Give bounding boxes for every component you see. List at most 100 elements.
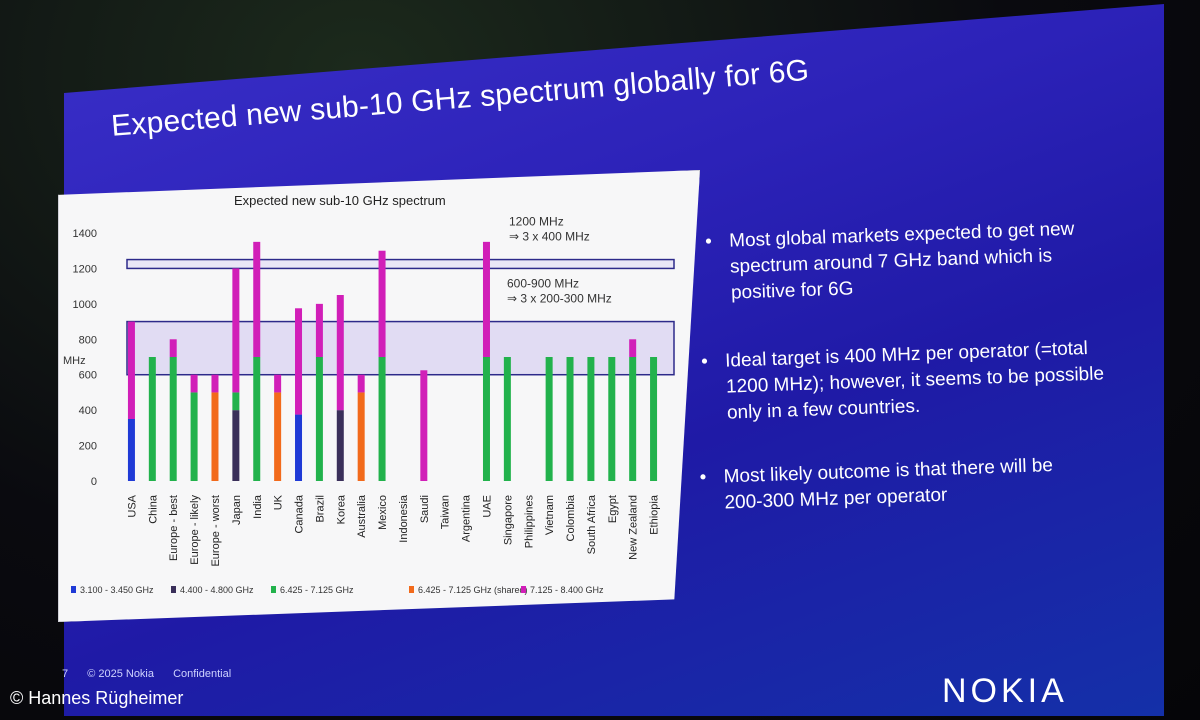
x-tick-label: New Zealand <box>628 495 640 560</box>
bar-segment <box>253 241 261 357</box>
footer-copyright: © 2025 Nokia <box>87 668 154 680</box>
legend-swatch <box>171 586 176 593</box>
x-tick-label: Europe - likely <box>189 495 201 565</box>
bullet-text: Ideal target is 400 MHz per operator (=t… <box>724 337 1105 424</box>
annotation-text: 600-900 MHz <box>507 277 579 291</box>
bar-segment <box>587 357 595 481</box>
slide-footer: 7 © 2025 Nokia Confidential <box>62 668 247 680</box>
bullet-marker: • <box>700 351 709 373</box>
y-tick-label: 1000 <box>73 299 97 311</box>
bar-segment <box>211 392 219 481</box>
bar-segment <box>650 357 658 481</box>
bullet-point: • Ideal target is 400 MHz per operator (… <box>701 335 1107 426</box>
bar-segment <box>127 321 135 419</box>
y-axis-ticks: 0 200 400 600 800 1000 1200 1400 <box>73 228 97 488</box>
bar-segment <box>169 339 177 357</box>
x-tick-label: Brazil <box>314 495 326 523</box>
bar-segment <box>378 250 386 357</box>
spectrum-chart: Expected new sub-10 GHz spectrum MHz 120… <box>63 193 675 595</box>
bar-segment <box>482 357 490 481</box>
x-tick-label: USA <box>126 494 138 517</box>
bar-segment <box>315 357 323 481</box>
x-tick-label: Japan <box>231 495 243 525</box>
bar-segment <box>169 357 177 481</box>
photo-credit: © Hannes Rügheimer <box>10 688 184 708</box>
x-tick-label: Australia <box>356 494 368 538</box>
annotation-text: ⇒ 3 x 200-300 MHz <box>507 292 612 306</box>
bar-segment <box>295 414 303 481</box>
x-tick-label: UAE <box>481 495 493 518</box>
x-tick-label: Vietnam <box>544 495 556 535</box>
nokia-logo: NOKIA <box>942 672 1068 710</box>
bar-segment <box>629 357 637 481</box>
annotation-band <box>126 258 675 270</box>
bar-stacks <box>127 241 658 481</box>
bullet-text: Most global markets expected to get new … <box>728 218 1075 304</box>
bar-segment <box>336 410 344 481</box>
bar-segment <box>232 410 240 481</box>
bullet-marker: • <box>704 231 713 253</box>
legend-swatch <box>521 586 526 593</box>
y-tick-label: 800 <box>79 334 97 346</box>
annotation-band <box>126 320 675 376</box>
footer-confidential: Confidential <box>173 668 232 680</box>
bar-segment <box>420 370 428 481</box>
annotation-text: 1200 MHz <box>509 215 564 229</box>
x-tick-label: Colombia <box>565 494 577 541</box>
x-tick-label: China <box>147 494 159 524</box>
y-tick-label: 1400 <box>73 228 97 240</box>
legend-swatch <box>71 586 76 593</box>
y-tick-label: 0 <box>91 476 97 488</box>
bar-segment <box>274 392 282 481</box>
chart-panel: Expected new sub-10 GHz spectrum MHz 120… <box>58 170 700 622</box>
bar-segment <box>315 303 323 357</box>
x-tick-label: Philippines <box>523 495 535 549</box>
bar-segment <box>482 241 490 357</box>
x-tick-label: Singapore <box>502 495 514 545</box>
legend-swatch <box>409 586 414 593</box>
x-tick-label: Europe - best <box>168 495 180 561</box>
x-tick-label: Argentina <box>461 494 473 542</box>
legend-label: 7.125 - 8.400 GHz <box>530 585 604 595</box>
bullet-marker: • <box>699 467 707 489</box>
bar-segment <box>148 357 156 481</box>
x-tick-label: UK <box>273 494 285 510</box>
x-tick-label: Canada <box>294 494 306 533</box>
x-tick-label: Europe - worst <box>210 495 222 567</box>
x-tick-label: Taiwan <box>440 495 452 529</box>
x-tick-label: India <box>252 494 264 519</box>
x-tick-label: Mexico <box>377 495 389 530</box>
x-tick-label: Indonesia <box>398 494 410 543</box>
legend-label: 4.400 - 4.800 GHz <box>180 585 254 595</box>
bar-segment <box>295 308 303 415</box>
bar-segment <box>127 419 135 481</box>
bar-segment <box>211 374 219 393</box>
bar-segment <box>503 357 511 481</box>
bar-segment <box>566 357 574 481</box>
bar-segment <box>629 339 637 357</box>
chart-legend: 3.100 - 3.450 GHz 4.400 - 4.800 GHz 6.425 … <box>71 585 604 595</box>
bar-segment <box>190 392 198 481</box>
bar-segment <box>253 357 261 481</box>
y-tick-label: 200 <box>79 441 97 453</box>
bar-segment <box>232 268 240 393</box>
bar-segment <box>232 392 240 411</box>
legend-swatch <box>271 586 276 593</box>
x-axis-labels: USA China Europe - best Europe - likely Euro… <box>126 494 660 566</box>
x-tick-label: Ethiopia <box>649 494 661 535</box>
bullet-point: • Most global markets expected to get ne… <box>705 215 1111 306</box>
x-tick-label: Korea <box>335 494 347 524</box>
chart-title: Expected new sub-10 GHz spectrum <box>234 193 446 208</box>
x-tick-label: Saudi <box>419 495 431 523</box>
legend-label: 6.425 - 7.125 GHz (shared) <box>418 585 528 595</box>
bar-segment <box>336 295 344 411</box>
legend-label: 3.100 - 3.450 GHz <box>80 585 154 595</box>
annotation-text: ⇒ 3 x 400 MHz <box>509 230 590 244</box>
bar-segment <box>357 392 365 481</box>
x-tick-label: South Africa <box>586 494 598 554</box>
x-tick-label: Egypt <box>607 495 619 523</box>
legend-label: 6.425 - 7.125 GHz <box>280 585 354 595</box>
bar-segment <box>190 374 198 393</box>
bar-segment <box>274 374 282 393</box>
page-number: 7 <box>62 668 69 680</box>
